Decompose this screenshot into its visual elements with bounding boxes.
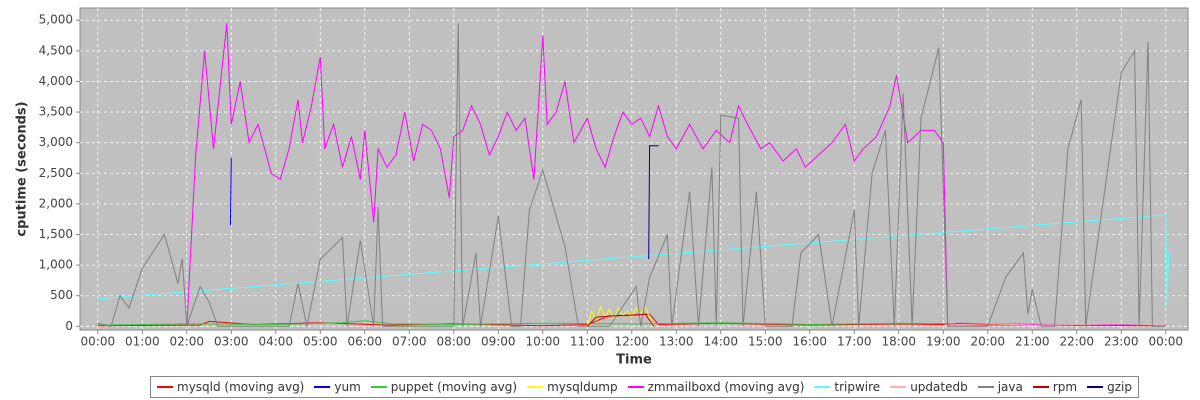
series-line bbox=[586, 313, 655, 327]
plot-area bbox=[79, 7, 1189, 331]
legend-item: rpm bbox=[1032, 380, 1078, 394]
x-tick-label: 09:00 bbox=[481, 335, 516, 349]
legend-swatch bbox=[627, 386, 644, 388]
y-tick-label: 2,500 bbox=[39, 166, 73, 180]
legend-item: puppet (moving avg) bbox=[370, 380, 518, 394]
x-tick-label: 19:00 bbox=[926, 335, 961, 349]
x-tick-label: 07:00 bbox=[392, 335, 427, 349]
series-line bbox=[97, 214, 1169, 305]
y-tick-label: 5,000 bbox=[39, 13, 73, 27]
series-line bbox=[186, 23, 1166, 327]
legend-swatch bbox=[314, 386, 331, 388]
y-tick-label: 4,000 bbox=[39, 74, 73, 88]
x-tick-label: 08:00 bbox=[436, 335, 471, 349]
x-tick-label: 00:00 bbox=[1148, 335, 1183, 349]
legend-swatch bbox=[527, 386, 544, 388]
chart: cputime (seconds) Time 0 500 1,000 1,500 2,0… bbox=[15, 7, 1189, 368]
legend-swatch bbox=[157, 386, 173, 388]
legend-swatch bbox=[977, 386, 994, 388]
y-tick-label: 4,500 bbox=[39, 43, 73, 57]
series-line bbox=[648, 145, 659, 260]
legend-label: puppet (moving avg) bbox=[390, 380, 518, 394]
legend-label: tripwire bbox=[834, 380, 881, 394]
x-tick-label: 00:00 bbox=[81, 335, 116, 349]
x-tick-label: 14:00 bbox=[703, 335, 738, 349]
legend-label: updatedb bbox=[910, 380, 968, 394]
x-tick-label: 11:00 bbox=[570, 335, 605, 349]
y-tick-label: 0 bbox=[65, 319, 73, 333]
x-tick-label: 21:00 bbox=[1015, 335, 1050, 349]
y-tick-label: 2,000 bbox=[39, 196, 73, 210]
legend-item: updatedb bbox=[890, 380, 968, 394]
x-tick-label: 12:00 bbox=[614, 335, 649, 349]
x-tick-label: 17:00 bbox=[837, 335, 872, 349]
x-tick-label: 18:00 bbox=[881, 335, 916, 349]
legend-item: mysqld (moving avg) bbox=[157, 380, 304, 394]
legend-label: java bbox=[997, 380, 1023, 394]
y-axis-label: cputime (seconds) bbox=[15, 101, 30, 236]
legend: mysqld (moving avg) yum puppet (moving avg… bbox=[150, 376, 1139, 398]
y-tick-label: 1,000 bbox=[39, 258, 73, 272]
legend-item: tripwire bbox=[814, 380, 880, 394]
x-axis-label: Time bbox=[616, 353, 652, 368]
legend-item: zmmailboxd (moving avg) bbox=[627, 380, 805, 394]
x-tick-label: 20:00 bbox=[970, 335, 1005, 349]
series-line bbox=[586, 305, 655, 327]
y-tick-label: 3,000 bbox=[39, 135, 73, 149]
legend-label: mysqldump bbox=[547, 380, 618, 394]
x-tick-label: 02:00 bbox=[169, 335, 204, 349]
legend-label: mysqld (moving avg) bbox=[177, 380, 305, 394]
x-tick-label: 03:00 bbox=[214, 335, 249, 349]
legend-swatch bbox=[1087, 386, 1104, 388]
y-tick-label: 3,500 bbox=[39, 105, 73, 119]
x-tick-label: 04:00 bbox=[258, 335, 293, 349]
x-tick-label: 10:00 bbox=[525, 335, 560, 349]
legend-swatch bbox=[890, 386, 907, 388]
legend-label: zmmailboxd (moving avg) bbox=[647, 380, 805, 394]
x-tick-label: 23:00 bbox=[1104, 335, 1139, 349]
x-tick-label: 06:00 bbox=[347, 335, 382, 349]
legend-swatch bbox=[1032, 386, 1049, 388]
legend-item: mysqldump bbox=[527, 380, 618, 394]
x-tick-label: 13:00 bbox=[659, 335, 694, 349]
y-tick-label: 500 bbox=[50, 288, 73, 302]
legend-label: gzip bbox=[1107, 380, 1132, 394]
x-tick-label: 05:00 bbox=[303, 335, 338, 349]
legend-label: yum bbox=[334, 380, 361, 394]
legend-item: java bbox=[977, 380, 1023, 394]
series-line bbox=[229, 157, 232, 226]
legend-item: yum bbox=[314, 380, 361, 394]
x-tick-label: 15:00 bbox=[748, 335, 783, 349]
x-tick-label: 16:00 bbox=[792, 335, 827, 349]
x-tick-label: 22:00 bbox=[1059, 335, 1094, 349]
legend-swatch bbox=[370, 386, 387, 388]
x-tick-label: 01:00 bbox=[125, 335, 160, 349]
legend-item: gzip bbox=[1087, 380, 1132, 394]
legend-swatch bbox=[814, 386, 831, 388]
series-line bbox=[97, 23, 1166, 327]
legend-label: rpm bbox=[1052, 380, 1078, 394]
y-tick-label: 1,500 bbox=[39, 227, 73, 241]
